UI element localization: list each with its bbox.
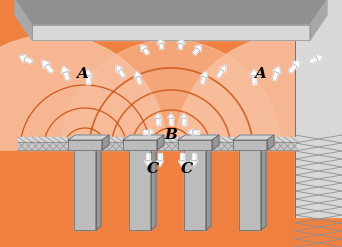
Polygon shape [190, 161, 197, 167]
Polygon shape [68, 135, 109, 140]
Polygon shape [146, 153, 149, 161]
Polygon shape [61, 40, 281, 150]
Polygon shape [272, 66, 281, 74]
Polygon shape [18, 142, 295, 150]
Polygon shape [179, 161, 185, 167]
Polygon shape [149, 129, 154, 135]
Polygon shape [168, 113, 174, 118]
Polygon shape [32, 25, 310, 40]
Polygon shape [249, 69, 259, 76]
Polygon shape [216, 69, 224, 78]
Polygon shape [129, 150, 151, 230]
Polygon shape [310, 0, 327, 40]
Polygon shape [19, 54, 27, 63]
Polygon shape [233, 135, 274, 140]
Polygon shape [181, 113, 187, 118]
Polygon shape [181, 153, 184, 161]
Polygon shape [170, 118, 172, 125]
Polygon shape [136, 76, 142, 84]
Polygon shape [212, 135, 219, 150]
Polygon shape [15, 0, 32, 40]
Polygon shape [252, 76, 256, 84]
Polygon shape [188, 129, 193, 135]
Text: C: C [181, 162, 193, 176]
Polygon shape [157, 135, 164, 150]
Polygon shape [102, 135, 109, 150]
Polygon shape [200, 76, 206, 84]
Polygon shape [129, 146, 156, 150]
Polygon shape [295, 0, 342, 217]
Polygon shape [24, 57, 33, 64]
Polygon shape [155, 113, 161, 118]
Polygon shape [183, 118, 185, 125]
Polygon shape [193, 130, 199, 134]
Polygon shape [233, 140, 267, 150]
Polygon shape [272, 72, 279, 81]
Polygon shape [68, 140, 102, 150]
Polygon shape [123, 140, 157, 150]
Polygon shape [292, 60, 300, 68]
Text: B: B [165, 128, 177, 142]
Polygon shape [141, 45, 147, 52]
Polygon shape [193, 48, 199, 55]
Polygon shape [145, 161, 152, 167]
Polygon shape [195, 45, 201, 52]
Polygon shape [18, 137, 295, 142]
Polygon shape [158, 153, 161, 161]
Polygon shape [134, 71, 142, 78]
Polygon shape [42, 60, 50, 68]
Text: A: A [254, 67, 266, 81]
Polygon shape [200, 71, 208, 78]
Polygon shape [175, 35, 342, 150]
Polygon shape [219, 65, 226, 73]
Polygon shape [83, 69, 93, 76]
Polygon shape [184, 150, 206, 230]
Polygon shape [116, 65, 123, 73]
Polygon shape [267, 135, 274, 150]
Polygon shape [74, 150, 96, 230]
Polygon shape [309, 57, 318, 64]
Polygon shape [45, 64, 54, 73]
Polygon shape [15, 0, 327, 25]
Text: C: C [147, 162, 159, 176]
Polygon shape [239, 146, 266, 150]
Polygon shape [96, 146, 101, 230]
Polygon shape [193, 153, 196, 161]
Polygon shape [177, 39, 185, 44]
Polygon shape [0, 35, 167, 150]
Polygon shape [143, 130, 149, 134]
Polygon shape [157, 118, 159, 125]
Polygon shape [261, 146, 266, 230]
Polygon shape [61, 66, 70, 74]
Polygon shape [315, 54, 323, 63]
Polygon shape [74, 146, 101, 150]
Polygon shape [178, 135, 219, 140]
Polygon shape [178, 43, 183, 49]
Text: A: A [76, 67, 88, 81]
Polygon shape [157, 39, 165, 44]
Polygon shape [184, 146, 211, 150]
Polygon shape [288, 64, 297, 73]
Polygon shape [159, 43, 164, 49]
Polygon shape [178, 140, 212, 150]
Polygon shape [239, 150, 261, 230]
Polygon shape [206, 146, 211, 230]
Polygon shape [151, 146, 156, 230]
Polygon shape [157, 161, 163, 167]
Polygon shape [63, 72, 70, 81]
Polygon shape [143, 48, 149, 55]
Polygon shape [86, 76, 90, 84]
Polygon shape [123, 135, 164, 140]
Polygon shape [118, 69, 126, 78]
